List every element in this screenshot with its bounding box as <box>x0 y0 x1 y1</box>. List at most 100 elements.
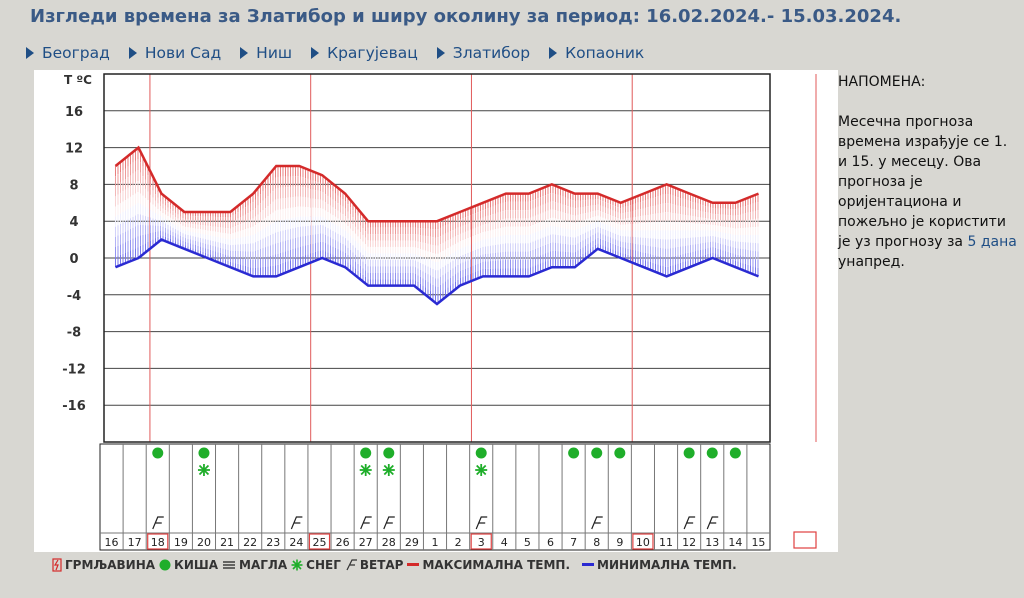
rain-icon <box>591 447 603 459</box>
highlighted-day-box <box>147 533 169 550</box>
nav-item-nis[interactable]: Ниш <box>240 44 292 62</box>
legend-snow-label: СНЕГ <box>306 558 341 572</box>
day-label: 1 <box>432 536 439 549</box>
arrow-right-icon <box>311 47 320 59</box>
thunder-icon <box>52 558 62 572</box>
y-axis-label: T ºC <box>64 73 92 87</box>
day-label: 3 <box>478 536 485 549</box>
day-label: 9 <box>616 536 623 549</box>
y-tick-label: -4 <box>67 289 81 304</box>
wind-icon <box>152 516 164 530</box>
day-label: 24 <box>289 536 303 549</box>
legend-wind-label: ВЕТАР <box>359 558 404 572</box>
max-temp-line <box>114 145 759 223</box>
y-tick-label: 8 <box>69 178 78 193</box>
y-tick-label: 12 <box>65 142 83 157</box>
nav-item-novi-sad[interactable]: Нови Сад <box>128 44 221 62</box>
snow-icon <box>291 559 303 571</box>
nav-item-kopaonik[interactable]: Копаоник <box>549 44 644 62</box>
five-day-link[interactable]: 5 дана <box>967 234 1017 250</box>
rain-icon <box>614 447 626 459</box>
wind-icon <box>346 559 357 571</box>
min-temp-line <box>115 238 759 306</box>
arrow-right-icon <box>549 47 558 59</box>
wind-icon <box>290 516 303 530</box>
day-label: 8 <box>593 536 600 549</box>
wind-icon <box>706 516 719 530</box>
legend-max-label: МАКСИМАЛНА ТЕМП. <box>422 558 570 572</box>
snow-stroke <box>476 464 487 476</box>
day-label: 5 <box>524 536 531 549</box>
y-tick-label: 0 <box>69 252 78 267</box>
nav-label: Златибор <box>452 44 531 62</box>
snow-stroke <box>383 464 394 476</box>
note-heading: НАПОМЕНА: <box>838 74 926 90</box>
legend-fog: МАГЛА <box>222 558 287 572</box>
legend-rain-label: КИША <box>174 558 219 572</box>
wind-icon <box>383 516 395 530</box>
page-title: Изгледи времена за Златибор и ширу околи… <box>30 6 902 27</box>
wind-icon <box>475 516 488 530</box>
note-body: Месечна прогноза времена израђује се 1. … <box>838 114 1008 250</box>
rain-icon <box>360 447 372 459</box>
arrow-right-icon <box>128 47 137 59</box>
nav-label: Ниш <box>256 44 293 62</box>
legend-red-box <box>793 531 817 549</box>
day-label: 18 <box>151 536 165 549</box>
y-tick-label: -16 <box>62 399 86 414</box>
forecast-chart: 16 12 8 4 0 -4 -8 -12 -16 T ºC 16 17 18 19 20 21 22 23 24 2… <box>34 70 838 552</box>
legend-thunder: ГРМЉАВИНА <box>52 558 155 572</box>
rain-icon <box>706 447 718 459</box>
arrow-right-icon <box>436 47 445 59</box>
rain-icon <box>383 447 395 459</box>
day-label: 17 <box>128 536 142 549</box>
legend-wind: ВЕТАР <box>345 558 404 572</box>
rain-icon <box>729 447 741 459</box>
arrow-right-icon <box>26 47 34 59</box>
nav-item-beograd[interactable]: Београд <box>26 44 110 62</box>
day-label: 28 <box>382 536 396 549</box>
day-label: 16 <box>105 536 119 549</box>
legend-thunder-label: ГРМЉАВИНА <box>65 558 156 572</box>
nav-item-zlatibor[interactable]: Златибор <box>436 44 531 62</box>
day-label: 29 <box>405 536 419 549</box>
day-label: 10 <box>636 536 650 549</box>
max-line-icon <box>407 563 420 566</box>
legend-rain: КИША <box>159 558 218 572</box>
rain-icon <box>475 447 487 459</box>
day-label: 4 <box>501 536 508 549</box>
legend-snow: СНЕГ <box>291 558 341 572</box>
day-label: 22 <box>243 536 257 549</box>
rain-icon <box>568 447 580 459</box>
wind-icon <box>360 516 372 530</box>
wind-icon <box>591 516 603 530</box>
symbols-table <box>99 443 771 551</box>
legend: ГРМЉАВИНА КИША МАГЛА СНЕГ ВЕТАР МАКСИМАЛ… <box>52 558 741 572</box>
day-label: 20 <box>197 536 211 549</box>
min-line-icon <box>582 563 594 566</box>
note-tail: унапред. <box>838 254 905 270</box>
highlighted-day-box <box>470 533 492 550</box>
day-label: 26 <box>336 536 350 549</box>
day-label: 7 <box>570 536 577 549</box>
day-label: 19 <box>174 536 188 549</box>
wind-icon <box>683 516 696 530</box>
legend-fog-label: МАГЛА <box>239 558 288 572</box>
rain-icon <box>683 447 695 459</box>
day-label: 14 <box>728 536 742 549</box>
fog-icon <box>223 561 236 569</box>
note-panel: НАПОМЕНА: Месечна прогноза времена израђ… <box>838 72 1018 292</box>
day-label: 13 <box>705 536 719 549</box>
nav-item-kragujevac[interactable]: Крагујевац <box>311 44 418 62</box>
nav-label: Копаоник <box>565 44 645 62</box>
day-label: 2 <box>455 536 462 549</box>
highlighted-day-box <box>308 533 331 550</box>
arrow-right-icon <box>240 47 249 59</box>
highlighted-day-box <box>632 533 654 550</box>
day-label: 25 <box>312 536 326 549</box>
day-label: 21 <box>220 536 234 549</box>
rain-icon <box>159 559 171 571</box>
rain-icon <box>152 447 164 459</box>
y-tick-label: 16 <box>65 105 83 120</box>
